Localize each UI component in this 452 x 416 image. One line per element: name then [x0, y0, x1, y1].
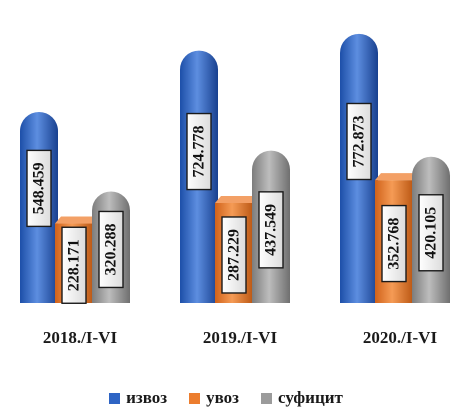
- svg-text:724.778: 724.778: [191, 126, 208, 178]
- export-value-label-3: 772.873: [346, 102, 372, 181]
- legend-swatch-surplus: [261, 392, 273, 404]
- legend-item-export: извоз: [109, 388, 167, 408]
- category-label-3: 2020./I-VI: [363, 328, 438, 347]
- svg-text:437.549: 437.549: [263, 204, 280, 256]
- bar-chart: 548.459 228.171 320.288 724.778 287.229 437.5…: [20, 33, 450, 347]
- legend-item-surplus: суфицит: [261, 388, 343, 408]
- surplus-value-label-2: 437.549: [258, 191, 284, 269]
- legend: извоз увоз суфицит: [0, 388, 452, 408]
- import-value-label-1: 228.171: [61, 226, 87, 304]
- legend-label-export: извоз: [126, 388, 168, 407]
- svg-text:228.171: 228.171: [66, 239, 83, 291]
- surplus-value-label-1: 320.288: [98, 210, 124, 289]
- svg-text:420.105: 420.105: [423, 207, 440, 259]
- svg-text:287.229: 287.229: [226, 229, 243, 281]
- surplus-value-label-3: 420.105: [418, 194, 444, 272]
- legend-label-surplus: суфицит: [278, 388, 343, 407]
- export-value-label-1: 548.459: [26, 149, 52, 228]
- svg-text:320.288: 320.288: [103, 223, 120, 275]
- legend-item-import: увоз: [189, 388, 239, 408]
- legend-label-import: увоз: [206, 388, 240, 407]
- legend-swatch-import: [189, 392, 201, 404]
- import-value-label-3: 352.768: [381, 204, 407, 283]
- svg-text:352.768: 352.768: [386, 218, 403, 270]
- svg-text:548.459: 548.459: [31, 162, 48, 214]
- svg-text:772.873: 772.873: [351, 115, 368, 167]
- category-label-1: 2018./I-VI: [43, 328, 118, 347]
- category-label-2: 2019./I-VI: [203, 328, 278, 347]
- export-value-label-2: 724.778: [186, 112, 212, 191]
- legend-swatch-export: [109, 392, 121, 404]
- import-value-label-2: 287.229: [221, 216, 247, 294]
